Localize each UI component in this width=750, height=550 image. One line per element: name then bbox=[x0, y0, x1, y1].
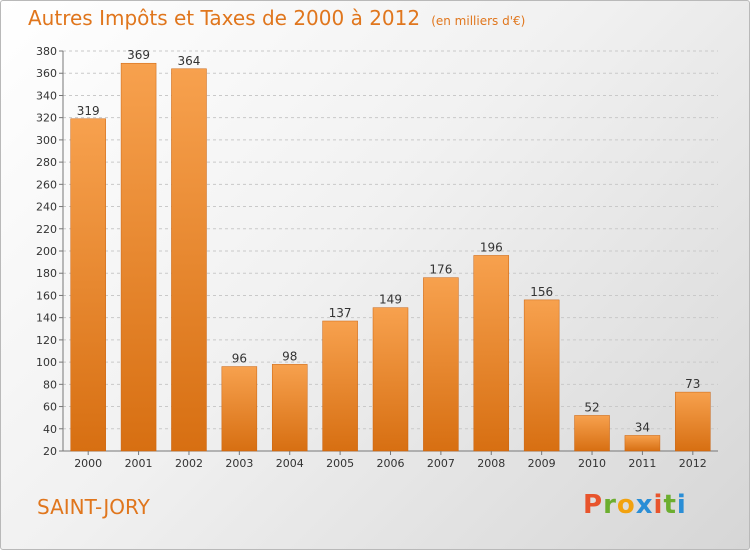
x-tick-label: 2006 bbox=[377, 457, 405, 470]
x-tick-label: 2004 bbox=[276, 457, 304, 470]
bar-value-label: 34 bbox=[635, 420, 650, 434]
bar-2006 bbox=[372, 307, 409, 452]
logo-letter: P bbox=[583, 490, 604, 520]
x-tick-label: 2005 bbox=[326, 457, 354, 470]
town-name: SAINT-JORY bbox=[37, 495, 150, 519]
y-tick-label: 320 bbox=[36, 112, 57, 125]
bar-2001 bbox=[120, 62, 157, 452]
bar-value-label: 96 bbox=[232, 352, 247, 366]
bar-value-label: 156 bbox=[530, 285, 553, 299]
bar-value-label: 319 bbox=[77, 104, 100, 118]
x-tick-label: 2002 bbox=[175, 457, 203, 470]
chart-title-row: Autres Impôts et Taxes de 2000 à 2012 (e… bbox=[28, 6, 525, 30]
y-tick-label: 380 bbox=[36, 45, 57, 58]
x-tick-label: 2000 bbox=[74, 457, 102, 470]
chart-title: Autres Impôts et Taxes de 2000 à 2012 bbox=[28, 6, 421, 30]
logo-letter: x bbox=[635, 490, 654, 520]
y-tick-label: 160 bbox=[36, 289, 57, 302]
logo-letter: i bbox=[676, 490, 687, 520]
bar-2005 bbox=[322, 320, 358, 452]
bar-value-label: 176 bbox=[429, 263, 452, 277]
x-tick-label: 2012 bbox=[679, 457, 707, 470]
y-tick-label: 140 bbox=[36, 312, 57, 325]
bar-2002 bbox=[171, 68, 207, 452]
bar-value-label: 149 bbox=[379, 293, 402, 307]
y-tick-label: 220 bbox=[36, 223, 57, 236]
bar-value-label: 52 bbox=[584, 400, 599, 414]
x-tick-label: 2008 bbox=[477, 457, 505, 470]
bar-value-label: 137 bbox=[329, 306, 352, 320]
bar-2010 bbox=[574, 415, 610, 452]
logo-letter: t bbox=[663, 490, 677, 520]
y-tick-label: 260 bbox=[36, 178, 57, 191]
y-tick-label: 200 bbox=[36, 245, 57, 258]
bar-2000 bbox=[70, 118, 106, 452]
bar-2008 bbox=[473, 255, 510, 452]
y-tick-label: 20 bbox=[43, 445, 57, 458]
y-tick-label: 280 bbox=[36, 156, 57, 169]
x-tick-label: 2011 bbox=[628, 457, 656, 470]
bar-2012 bbox=[675, 391, 711, 452]
y-tick-label: 340 bbox=[36, 89, 57, 102]
y-tick-label: 180 bbox=[36, 267, 57, 280]
bar-value-label: 369 bbox=[127, 48, 150, 62]
x-tick-label: 2007 bbox=[427, 457, 455, 470]
bar-2007 bbox=[423, 277, 459, 452]
bar-2003 bbox=[221, 366, 258, 452]
chart-subtitle: (en milliers d'€) bbox=[431, 14, 526, 28]
bar-2004 bbox=[271, 364, 308, 452]
y-tick-label: 40 bbox=[43, 423, 57, 436]
bar-value-label: 98 bbox=[282, 349, 297, 363]
bar-value-label: 364 bbox=[178, 54, 201, 68]
logo-letter: r bbox=[603, 490, 617, 520]
y-tick-label: 240 bbox=[36, 201, 57, 214]
bar-2011 bbox=[624, 435, 661, 452]
y-tick-label: 100 bbox=[36, 356, 57, 369]
logo-letter: i bbox=[653, 490, 664, 520]
proxiti-logo: Proxiti bbox=[583, 490, 687, 520]
y-tick-label: 80 bbox=[43, 378, 57, 391]
logo-letter: o bbox=[616, 490, 636, 520]
x-tick-label: 2010 bbox=[578, 457, 606, 470]
y-tick-label: 60 bbox=[43, 401, 57, 414]
bar-2009 bbox=[523, 299, 560, 452]
x-tick-label: 2001 bbox=[125, 457, 153, 470]
bar-value-label: 73 bbox=[685, 377, 700, 391]
bar-value-label: 196 bbox=[480, 240, 503, 254]
y-tick-label: 300 bbox=[36, 134, 57, 147]
y-tick-label: 120 bbox=[36, 334, 57, 347]
x-tick-label: 2003 bbox=[225, 457, 253, 470]
y-tick-label: 360 bbox=[36, 67, 57, 80]
x-tick-label: 2009 bbox=[528, 457, 556, 470]
